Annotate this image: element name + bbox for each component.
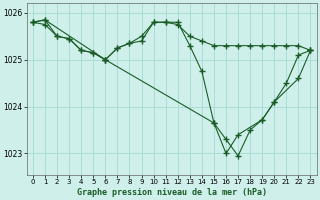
X-axis label: Graphe pression niveau de la mer (hPa): Graphe pression niveau de la mer (hPa) <box>77 188 267 197</box>
